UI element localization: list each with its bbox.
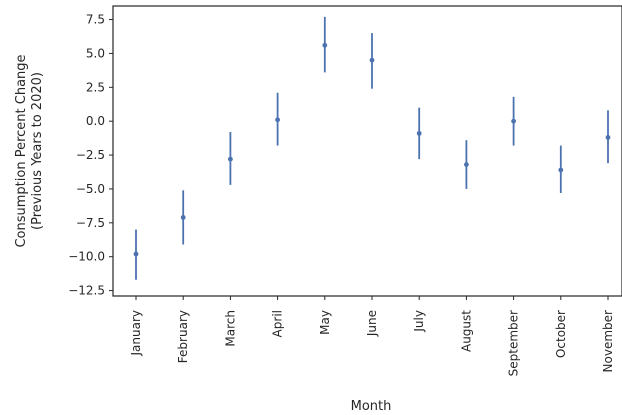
x-tick-label-january: January — [129, 310, 143, 357]
y-axis-ticks: 7.5 5.0 2.5 0.0 −2.5 −5.0 −7.5 −10.0 −12.5 — [68, 13, 113, 298]
y-axis-label-line-2: (Previous Years to 2020) — [30, 72, 45, 230]
chart-marks — [133, 16, 611, 280]
y-tick-label: 0.0 — [86, 114, 105, 128]
x-axis-label: Month — [351, 399, 392, 414]
data-point-june — [369, 57, 375, 63]
data-point-july — [416, 130, 422, 136]
data-point-august — [464, 162, 469, 167]
y-tick-label: −12.5 — [68, 284, 105, 298]
x-tick-label-april: April — [271, 310, 285, 337]
x-tick-label-july: July — [412, 310, 426, 333]
x-tick-label-march: March — [223, 310, 237, 347]
data-point-january — [133, 251, 139, 257]
data-point-october — [558, 167, 564, 173]
y-tick-label: 7.5 — [86, 13, 105, 27]
y-tick-label: −10.0 — [68, 250, 105, 264]
data-point-november — [605, 135, 611, 140]
y-tick-label: 2.5 — [86, 80, 105, 94]
data-point-march — [228, 156, 233, 162]
y-tick-label: −7.5 — [76, 216, 105, 230]
data-point-april — [275, 117, 280, 123]
x-tick-label-august: August — [459, 310, 473, 352]
x-tick-label-february: February — [176, 310, 190, 363]
y-tick-label: 5.0 — [86, 46, 105, 60]
x-tick-label-november: November — [601, 310, 615, 372]
data-point-september — [511, 118, 516, 124]
x-tick-label-september: September — [507, 310, 521, 376]
y-tick-label: −5.0 — [76, 182, 105, 196]
data-point-may — [322, 42, 328, 48]
y-tick-label: −2.5 — [76, 148, 105, 162]
data-point-february — [180, 215, 186, 220]
x-tick-label-october: October — [554, 310, 568, 358]
x-tick-label-june: June — [365, 310, 379, 337]
x-axis-ticks: January February March April May June July Augu… — [129, 296, 615, 376]
plot-frame — [112, 5, 622, 297]
x-tick-label-may: May — [318, 310, 332, 335]
y-axis-label-line-1: Consumption Percent Change — [14, 54, 29, 247]
